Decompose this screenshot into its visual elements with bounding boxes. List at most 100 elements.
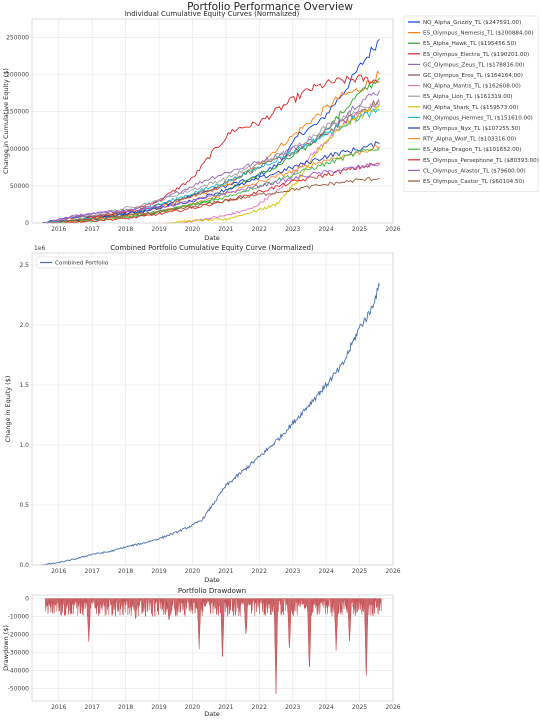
p2-ytick-label: 2.0 bbox=[19, 322, 29, 329]
p2-ytick-label: 2.5 bbox=[19, 262, 29, 269]
legend-label-6: NQ_Alpha_Mantis_TL ($162608.00) bbox=[423, 84, 521, 90]
p2-ytick-label: 0.0 bbox=[19, 562, 29, 569]
panel1-legend: NQ_Alpha_Grizzly_TL ($247591.00) ES_Olymp… bbox=[403, 15, 539, 192]
p1-ytick-label: 250000 bbox=[6, 35, 29, 42]
series-line-6 bbox=[182, 98, 381, 224]
legend-label-3: ES_Olympus_Electra_TL ($190201.00) bbox=[423, 52, 529, 58]
p1-xtick-label: 2026 bbox=[385, 226, 400, 233]
p1-xtick-label: 2020 bbox=[185, 226, 200, 233]
series-line-15 bbox=[48, 177, 380, 224]
p3-xtick-label: 2022 bbox=[252, 704, 267, 711]
p3-xtick-label: 2018 bbox=[118, 704, 133, 711]
legend-label-4: GC_Olympus_Zeus_TL ($178816.00) bbox=[423, 62, 525, 68]
panel1-frame bbox=[31, 18, 394, 224]
legend-label-14: CL_Olympus_Alastor_TL ($79600.00) bbox=[423, 168, 526, 174]
legend-label-11: RTY_Alpha_Wolf_TL ($103316.00) bbox=[423, 137, 516, 143]
p3-xtick-label: 2016 bbox=[51, 704, 66, 711]
p3-xtick-label: 2019 bbox=[151, 704, 166, 711]
panel2-title: Combined Portfolio Cumulative Equity Cur… bbox=[110, 244, 314, 252]
series-line-14 bbox=[45, 162, 380, 224]
p1-xtick-label: 2021 bbox=[218, 226, 233, 233]
p3-xtick-label: 2026 bbox=[385, 704, 400, 711]
legend-label-15: ES_Olympus_Castor_TL ($60104.50) bbox=[423, 179, 524, 185]
p2-ytick-label: 1.0 bbox=[19, 442, 29, 449]
p2-xtick-label: 2017 bbox=[85, 568, 100, 575]
legend-label-0: NQ_Alpha_Grizzly_TL ($247591.00) bbox=[423, 20, 521, 26]
series-line-11 bbox=[58, 144, 380, 224]
panel3-frame bbox=[31, 594, 394, 702]
series-line-9 bbox=[48, 108, 380, 224]
figure-suptitle: Portfolio Performance Overview bbox=[187, 1, 353, 13]
p1-ytick-label: 50000 bbox=[10, 183, 29, 190]
p2-xtick-label: 2023 bbox=[285, 568, 300, 575]
p3-xtick-label: 2020 bbox=[185, 704, 200, 711]
panel2-legend: Combined Portfolio bbox=[36, 256, 109, 269]
series-line-7 bbox=[58, 103, 380, 224]
p1-xtick-label: 2024 bbox=[319, 226, 334, 233]
p1-ytick-label: 200000 bbox=[6, 72, 29, 79]
p2-xtick-label: 2026 bbox=[385, 568, 400, 575]
legend-label-5: GC_Olympus_Eros_TL ($164164.00) bbox=[423, 73, 523, 79]
panel1-ylabel: Change in Cumulative Equity ($) bbox=[2, 68, 10, 174]
p1-xtick-label: 2022 bbox=[252, 226, 267, 233]
panel2-xlabel: Date bbox=[204, 576, 220, 584]
p1-xtick-label: 2016 bbox=[51, 226, 66, 233]
p2-xtick-label: 2025 bbox=[352, 568, 367, 575]
series-line-3 bbox=[52, 74, 380, 224]
panel3-title: Portfolio Drawdown bbox=[178, 587, 246, 595]
panel2-legend-box bbox=[36, 256, 108, 269]
p1-xtick-label: 2018 bbox=[118, 226, 133, 233]
legend-label-12: ES_Alpha_Dragon_TL ($101652.00) bbox=[423, 147, 521, 153]
p2-xtick-label: 2018 bbox=[118, 568, 133, 575]
p3-ytick-label: -10000 bbox=[8, 614, 29, 621]
p3-xtick-label: 2021 bbox=[218, 704, 233, 711]
p3-ytick-label: -20000 bbox=[8, 632, 29, 639]
combined-panel: Combined Portfolio Cumulative Equity Cur… bbox=[4, 244, 401, 584]
legend-label-8: NQ_Alpha_Shark_TL ($159573.00) bbox=[423, 105, 518, 111]
p2-ytick-label: 0.5 bbox=[19, 502, 29, 509]
panel2-multiplier: 1e6 bbox=[34, 245, 46, 252]
panel2-frame bbox=[31, 252, 394, 566]
panel3-ylabel: Drawdown ($) bbox=[2, 625, 10, 671]
p2-xtick-label: 2021 bbox=[218, 568, 233, 575]
p3-xtick-label: 2017 bbox=[85, 704, 100, 711]
drawdown-area bbox=[45, 597, 382, 694]
p1-ytick-label: 100000 bbox=[6, 146, 29, 153]
panel1-title: Individual Cumulative Equity Curves (Nor… bbox=[125, 10, 300, 18]
p2-xtick-label: 2022 bbox=[252, 568, 267, 575]
p3-xtick-label: 2025 bbox=[352, 704, 367, 711]
p1-xtick-label: 2019 bbox=[151, 226, 166, 233]
p2-xtick-label: 2016 bbox=[51, 568, 66, 575]
p2-xtick-label: 2024 bbox=[319, 568, 334, 575]
legend-label-10: ES_Olympus_Nyx_TL ($107255.50) bbox=[423, 126, 521, 132]
legend-label-9: NQ_Olympus_Hermes_TL ($151610.00) bbox=[423, 115, 533, 121]
series-line-1 bbox=[45, 70, 380, 224]
series-line-8 bbox=[165, 104, 380, 224]
p3-ytick-label: -30000 bbox=[8, 649, 29, 656]
p1-xtick-label: 2025 bbox=[352, 226, 367, 233]
p1-ytick-label: 150000 bbox=[6, 109, 29, 116]
p1-xtick-label: 2017 bbox=[85, 226, 100, 233]
p1-ytick-label: 0 bbox=[25, 220, 29, 227]
p3-ytick-label: 0 bbox=[25, 596, 29, 603]
p3-xtick-label: 2023 bbox=[285, 704, 300, 711]
panel3-xlabel: Date bbox=[204, 710, 220, 718]
legend-label-2: ES_Alpha_Hawk_TL ($195456.50) bbox=[423, 41, 516, 47]
panel2-ylabel: Change in Equity ($) bbox=[4, 376, 12, 443]
p2-xtick-label: 2020 bbox=[185, 568, 200, 575]
p2-xtick-label: 2019 bbox=[151, 568, 166, 575]
panel2-legend-label: Combined Portfolio bbox=[55, 261, 109, 267]
legend-label-7: ES_Alpha_Lion_TL ($161319.00) bbox=[423, 94, 513, 100]
p1-xtick-label: 2023 bbox=[285, 226, 300, 233]
p3-ytick-label: -40000 bbox=[8, 667, 29, 674]
individual-curves-panel: Individual Cumulative Equity Curves (Nor… bbox=[2, 10, 539, 242]
combined-portfolio-line bbox=[42, 282, 381, 566]
panel1-legend-box bbox=[403, 15, 539, 192]
p3-xtick-label: 2024 bbox=[319, 704, 334, 711]
series-line-10 bbox=[55, 141, 380, 224]
drawdown-panel: Portfolio Drawdown 2016 2017 2018 2019 2020 2… bbox=[2, 587, 401, 718]
legend-label-13: ES_Olympus_Persephone_TL ($80393.00) bbox=[423, 158, 539, 164]
p2-ytick-label: 1.5 bbox=[19, 382, 29, 389]
legend-label-1: ES_Olympus_Nemesis_TL ($200884.00) bbox=[423, 31, 534, 37]
